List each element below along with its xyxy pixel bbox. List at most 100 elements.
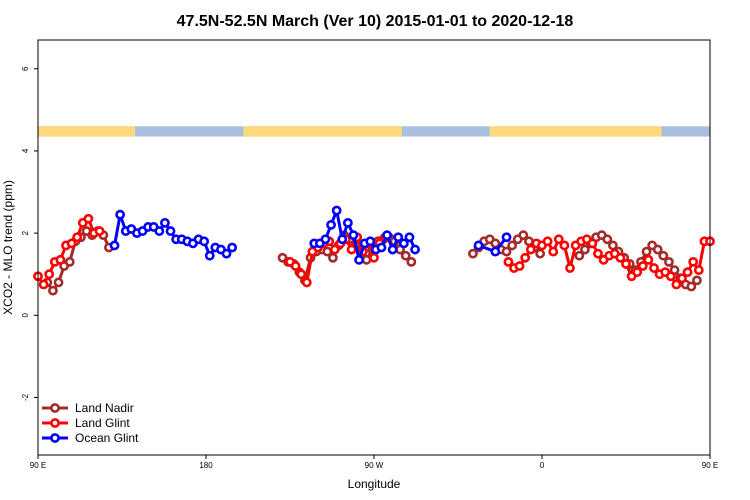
x-tick-label: 180	[199, 461, 213, 470]
data-point	[686, 281, 697, 292]
data-point	[410, 244, 420, 255]
land-band-segment	[489, 126, 662, 137]
data-point	[72, 232, 83, 243]
x-axis-ticks: 90 E 180 90 W 0 90 E	[30, 455, 718, 470]
data-point	[66, 238, 77, 249]
legend-marker	[50, 433, 60, 443]
data-point	[329, 244, 340, 255]
land-ocean-bar	[38, 126, 710, 137]
data-point	[658, 250, 669, 261]
y-tick-label: 0	[21, 313, 30, 318]
data-point	[507, 240, 518, 251]
data-point	[227, 242, 238, 253]
series-ocean-glint	[109, 205, 512, 265]
data-point	[64, 256, 75, 267]
data-point	[548, 246, 559, 257]
data-point	[553, 234, 564, 245]
legend-marker	[50, 418, 60, 428]
land-band-segment	[38, 126, 136, 137]
data-point	[221, 248, 232, 259]
data-point	[387, 244, 398, 255]
data-point	[574, 250, 585, 261]
y-tick-label: 6	[21, 66, 30, 71]
y-axis-label: XCO2 - MLO trend (ppm)	[1, 180, 15, 315]
data-point	[400, 250, 411, 261]
series-layer	[33, 205, 715, 296]
data-point	[204, 250, 215, 261]
data-point	[473, 240, 484, 251]
data-point	[290, 261, 301, 271]
series-segment	[113, 214, 122, 246]
x-tick-label: 90 E	[702, 461, 718, 470]
legend-label: Land Glint	[75, 416, 130, 430]
data-point	[501, 246, 512, 257]
data-point	[649, 263, 659, 273]
data-point	[593, 248, 603, 259]
data-point	[643, 254, 654, 265]
data-point	[346, 244, 357, 255]
data-point	[348, 230, 359, 241]
data-point	[154, 226, 165, 236]
chart-title: 47.5N-52.5N March (Ver 10) 2015-01-01 to…	[177, 13, 574, 30]
data-point	[637, 261, 648, 271]
data-point	[688, 256, 699, 267]
data-point	[53, 277, 64, 288]
data-point	[331, 205, 342, 216]
legend-label: Land Nadir	[75, 401, 134, 415]
y-tick-label: 2	[21, 230, 30, 235]
data-point	[165, 226, 176, 236]
data-point	[48, 285, 58, 296]
data-point	[514, 261, 525, 271]
data-point	[320, 234, 331, 245]
data-point	[83, 213, 94, 224]
y-tick-label: -2	[21, 393, 30, 401]
data-point	[376, 242, 387, 253]
data-point	[342, 217, 353, 228]
data-point	[326, 220, 336, 230]
data-point	[692, 275, 702, 286]
data-point	[109, 240, 120, 251]
y-tick-label: 4	[21, 148, 30, 153]
data-point	[354, 254, 364, 265]
data-point	[296, 269, 307, 280]
data-point	[55, 254, 66, 265]
data-point	[501, 232, 512, 243]
data-point	[44, 269, 55, 280]
data-point	[525, 244, 536, 255]
data-point	[632, 267, 643, 278]
data-point	[361, 254, 372, 265]
data-point	[608, 240, 618, 251]
data-point	[535, 248, 546, 259]
data-point	[615, 252, 626, 263]
data-point	[587, 238, 598, 249]
data-point	[404, 232, 415, 243]
x-tick-label: 90 E	[30, 461, 46, 470]
land-band-segment	[243, 126, 402, 137]
data-point	[115, 209, 126, 220]
data-point	[398, 238, 409, 249]
data-point	[664, 256, 674, 267]
data-point	[520, 252, 531, 263]
data-point	[503, 256, 514, 267]
data-point	[468, 248, 478, 259]
data-point	[665, 271, 676, 282]
data-point	[393, 232, 404, 243]
x-tick-label: 0	[540, 461, 545, 470]
data-point	[328, 252, 338, 263]
data-point	[94, 226, 105, 236]
legend-marker	[50, 403, 60, 413]
data-point	[693, 265, 704, 275]
x-axis-label: Longitude	[348, 477, 401, 491]
data-point	[621, 259, 631, 269]
data-point	[542, 236, 553, 247]
y-axis-ticks: -2 0 2 4 6	[21, 66, 38, 401]
data-point	[382, 230, 392, 241]
data-point	[641, 246, 652, 257]
data-point	[559, 240, 570, 251]
data-point	[199, 236, 210, 247]
data-point	[602, 234, 613, 245]
data-point	[671, 279, 682, 290]
